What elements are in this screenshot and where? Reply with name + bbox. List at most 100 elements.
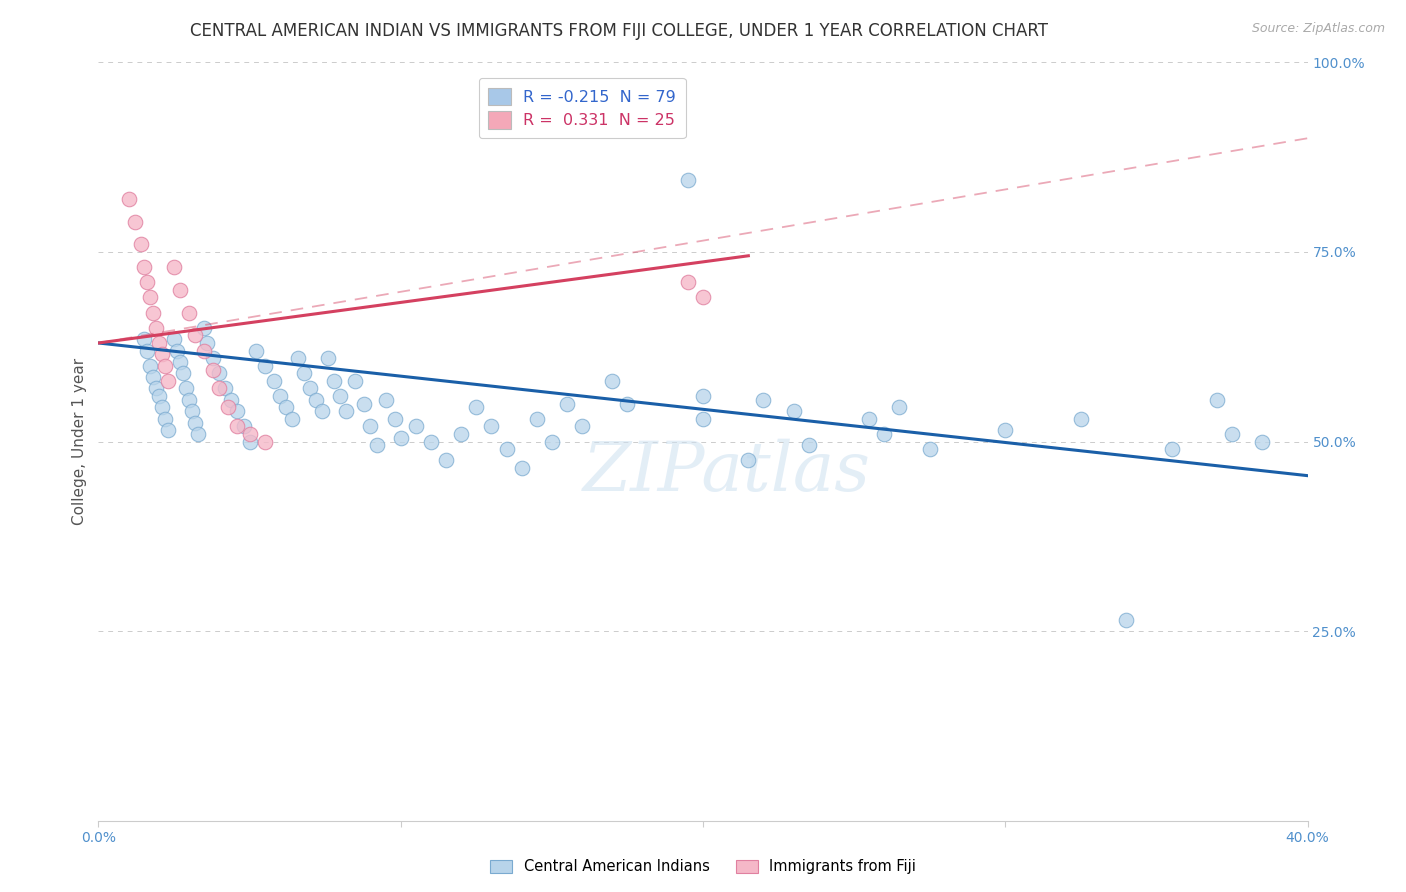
Point: [889, 401, 911, 415]
Point: [148, 335, 170, 350]
Point: [1115, 613, 1137, 627]
Legend: Central American Indians, Immigrants from Fiji: Central American Indians, Immigrants fro…: [484, 854, 922, 880]
Point: [1160, 442, 1182, 457]
Point: [797, 438, 820, 452]
Point: [602, 374, 624, 388]
Point: [148, 389, 170, 403]
Point: [918, 442, 941, 457]
Point: [783, 404, 806, 418]
Text: CENTRAL AMERICAN INDIAN VS IMMIGRANTS FROM FIJI COLLEGE, UNDER 1 YEAR CORRELATIO: CENTRAL AMERICAN INDIAN VS IMMIGRANTS FR…: [190, 22, 1047, 40]
Point: [1206, 392, 1229, 407]
Point: [571, 419, 593, 434]
Point: [299, 382, 322, 396]
Y-axis label: College, Under 1 year: College, Under 1 year: [72, 358, 87, 525]
Point: [676, 173, 699, 187]
Point: [1070, 412, 1092, 426]
Point: [335, 404, 357, 418]
Point: [232, 419, 254, 434]
Point: [195, 335, 218, 350]
Point: [434, 453, 457, 467]
Point: [858, 412, 880, 426]
Point: [202, 351, 225, 366]
Point: [420, 434, 443, 449]
Point: [214, 382, 236, 396]
Point: [692, 412, 714, 426]
Point: [450, 427, 472, 442]
Point: [292, 366, 315, 380]
Point: [1220, 427, 1243, 442]
Point: [174, 382, 197, 396]
Point: [132, 260, 155, 275]
Point: [692, 291, 714, 305]
Point: [274, 401, 297, 415]
Point: [555, 396, 578, 410]
Point: [153, 359, 176, 373]
Point: [184, 416, 207, 430]
Point: [253, 359, 276, 373]
Point: [873, 427, 896, 442]
Point: [481, 419, 503, 434]
Point: [360, 419, 382, 434]
Point: [287, 351, 309, 366]
Point: [245, 343, 267, 358]
Point: [253, 434, 276, 449]
Point: [193, 343, 215, 358]
Point: [226, 404, 249, 418]
Point: [540, 434, 562, 449]
Point: [145, 382, 167, 396]
Point: [166, 343, 188, 358]
Point: [405, 419, 427, 434]
Point: [366, 438, 388, 452]
Point: [994, 423, 1017, 437]
Point: [124, 214, 146, 228]
Point: [692, 389, 714, 403]
Point: [135, 275, 157, 289]
Point: [139, 291, 162, 305]
Point: [269, 389, 291, 403]
Point: [1251, 434, 1274, 449]
Point: [305, 392, 328, 407]
Point: [118, 192, 141, 206]
Point: [150, 347, 173, 361]
Text: Source: ZipAtlas.com: Source: ZipAtlas.com: [1251, 22, 1385, 36]
Point: [221, 392, 243, 407]
Point: [139, 359, 162, 373]
Text: ZIPatlas: ZIPatlas: [583, 439, 872, 505]
Point: [737, 453, 759, 467]
Point: [495, 442, 517, 457]
Point: [263, 374, 285, 388]
Point: [239, 434, 262, 449]
Point: [384, 412, 406, 426]
Point: [526, 412, 548, 426]
Point: [145, 320, 167, 334]
Point: [323, 374, 346, 388]
Point: [163, 260, 186, 275]
Point: [142, 305, 165, 319]
Point: [208, 382, 231, 396]
Point: [344, 374, 367, 388]
Point: [135, 343, 157, 358]
Point: [226, 419, 249, 434]
Point: [465, 401, 488, 415]
Point: [217, 401, 239, 415]
Point: [179, 305, 201, 319]
Point: [389, 431, 412, 445]
Point: [353, 396, 375, 410]
Point: [752, 392, 775, 407]
Point: [239, 427, 262, 442]
Point: [316, 351, 339, 366]
Point: [193, 320, 215, 334]
Point: [208, 366, 231, 380]
Point: [329, 389, 352, 403]
Point: [163, 332, 186, 346]
Point: [510, 461, 533, 475]
Point: [156, 374, 179, 388]
Point: [169, 283, 191, 297]
Point: [616, 396, 638, 410]
Point: [311, 404, 333, 418]
Legend: R = -0.215  N = 79, R =  0.331  N = 25: R = -0.215 N = 79, R = 0.331 N = 25: [478, 78, 686, 138]
Point: [172, 366, 194, 380]
Point: [676, 275, 699, 289]
Point: [142, 370, 165, 384]
Point: [169, 355, 191, 369]
